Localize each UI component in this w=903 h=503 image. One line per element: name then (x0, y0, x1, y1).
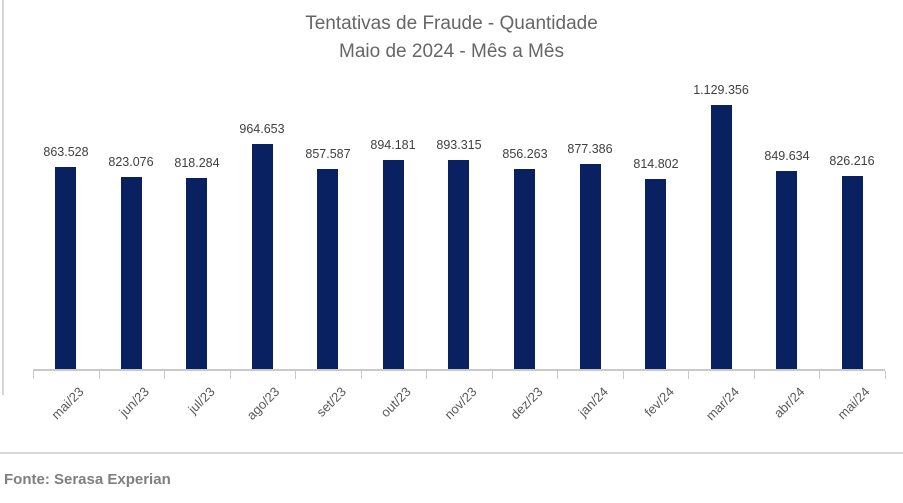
x-tick-label: jan/24 (574, 384, 611, 420)
chart-title: Tentativas de Fraude - Quantidade Maio d… (0, 10, 903, 66)
bar-ago/23 (252, 144, 273, 370)
axis-tick-mark (623, 371, 624, 379)
axis-tick-mark (164, 371, 165, 379)
x-axis-line (33, 369, 885, 371)
axis-tick-mark (819, 371, 820, 379)
bar-nov/23 (448, 160, 469, 370)
axis-tick-mark (99, 371, 100, 379)
axis-tick-mark (557, 371, 558, 379)
value-label: 857.587 (305, 147, 351, 161)
x-tick-label: set/23 (312, 384, 349, 420)
value-label: 1.129.356 (693, 83, 749, 97)
x-tick-label: out/23 (377, 384, 414, 421)
bar-jan/24 (580, 164, 601, 370)
bar-abr/24 (776, 171, 797, 370)
chart-title-line1: Tentativas de Fraude - Quantidade (305, 13, 598, 34)
value-label: 856.263 (502, 147, 548, 161)
axis-tick-mark (492, 371, 493, 379)
bar-mai/23 (55, 167, 76, 370)
bar-mai/24 (842, 176, 863, 370)
axis-tick-mark (885, 371, 886, 379)
bar-jul/23 (186, 178, 207, 370)
axis-tick-mark (688, 371, 689, 379)
x-tick-label: jul/23 (185, 384, 218, 417)
value-label: 849.634 (764, 149, 810, 163)
value-label: 964.653 (239, 122, 285, 136)
axis-tick-mark (33, 371, 34, 379)
axis-tick-mark (426, 371, 427, 379)
value-label: 826.216 (829, 154, 875, 168)
source-caption: Fonte: Serasa Experian (4, 471, 171, 488)
value-label: 818.284 (174, 156, 220, 170)
value-label: 823.076 (108, 155, 154, 169)
axis-tick-mark (295, 371, 296, 379)
x-tick-label: mai/23 (48, 384, 87, 423)
y-axis-line (2, 0, 4, 395)
bar-mar/24 (711, 105, 732, 370)
x-tick-label: dez/23 (507, 384, 546, 423)
x-tick-label: ago/23 (243, 384, 283, 423)
footer-divider (0, 452, 903, 454)
bar-out/23 (383, 160, 404, 370)
bar-fev/24 (645, 179, 666, 370)
chart-title-line2: Maio de 2024 - Mês a Mês (339, 41, 564, 62)
bar-set/23 (317, 169, 338, 370)
axis-tick-mark (230, 371, 231, 379)
axis-tick-mark (361, 371, 362, 379)
axis-tick-mark (754, 371, 755, 379)
value-label: 894.181 (370, 138, 416, 152)
bar-dez/23 (514, 169, 535, 370)
value-label: 814.802 (633, 157, 679, 171)
x-tick-label: fev/24 (640, 384, 677, 420)
x-tick-label: nov/23 (441, 384, 480, 423)
x-tick-label: mai/24 (834, 384, 873, 423)
value-label: 877.386 (567, 142, 613, 156)
bar-jun/23 (121, 177, 142, 370)
x-tick-label: abr/24 (770, 384, 808, 421)
x-tick-label: mar/24 (702, 384, 742, 424)
value-label: 863.528 (43, 145, 89, 159)
x-tick-label: jun/23 (115, 384, 152, 420)
value-label: 893.315 (436, 138, 482, 152)
